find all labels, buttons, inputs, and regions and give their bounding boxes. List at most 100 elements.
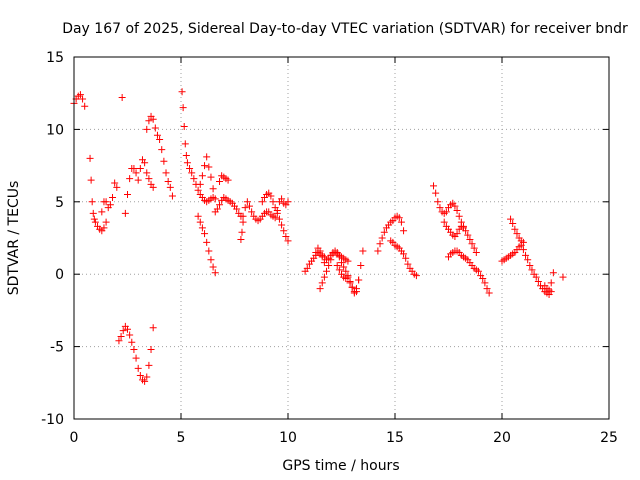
data-point [522,251,530,259]
data-point [143,125,151,133]
data-point [111,179,119,187]
plot-frame [73,56,610,420]
data-point [241,204,249,212]
data-point [89,209,97,217]
data-point [145,361,153,369]
series-arc-01 [86,154,110,235]
series-arc-03 [118,94,126,102]
data-point [320,273,328,281]
data-point [183,159,191,167]
data-point [340,263,348,271]
data-point [147,345,155,353]
data-point [88,198,96,206]
data-point [145,117,153,125]
data-point [470,244,478,252]
data-point [130,345,138,353]
data-point [455,212,463,220]
data-point [102,218,110,226]
data-point [194,186,202,194]
data-point [284,237,292,245]
data-point [149,115,157,123]
data-point [453,230,461,238]
data-point [269,198,277,206]
series-arc-28 [559,273,567,281]
x-tick-label: 5 [177,430,186,446]
series-arc-11 [216,172,232,186]
data-point [282,233,290,241]
data-point [453,206,461,214]
series-arc-26 [507,215,527,246]
data-point [549,269,557,277]
data-point [180,123,188,131]
data-point [115,337,123,345]
series-arc-27 [541,269,557,294]
data-point [267,192,275,200]
data-point [238,228,246,236]
data-point [145,175,153,183]
data-point [198,224,206,232]
data-point [485,289,493,297]
data-point [166,183,174,191]
data-point [207,256,215,264]
data-points [70,88,567,385]
data-point [160,157,168,165]
data-point [178,88,186,96]
series-arc-02 [98,179,121,216]
data-point [136,164,144,172]
data-point [143,373,151,381]
data-point [338,259,345,267]
data-point [168,192,176,200]
series-arc-20 [387,237,420,280]
data-point [271,214,279,222]
x-axis-label: GPS time / hours [282,458,399,474]
data-point [132,354,140,362]
data-point [149,183,157,191]
data-point [91,218,99,226]
data-point [205,247,213,255]
data-point [278,221,286,229]
data-point [327,256,335,264]
data-point [348,283,356,291]
data-point [102,198,110,206]
data-point [318,279,326,287]
data-point [156,136,164,144]
data-point [400,250,408,258]
data-point [532,273,540,281]
x-tick-label: 10 [279,430,297,446]
data-point [81,102,89,110]
data-point [442,208,450,216]
data-point [280,227,288,235]
data-point [323,267,331,275]
data-point [106,201,114,209]
data-point [119,327,127,335]
data-point [526,262,534,270]
data-point [121,209,129,217]
data-point [528,266,536,274]
data-point [79,95,87,103]
data-point [143,169,151,177]
data-point [243,198,251,206]
data-point [509,220,517,228]
data-point [190,175,198,183]
data-point [436,204,444,212]
series-arc-16 [312,244,328,267]
data-point [98,208,106,216]
data-point [511,225,519,233]
data-point [87,176,95,184]
data-point [141,159,149,167]
data-point [205,163,213,171]
data-point [162,169,170,177]
series-arc-18 [333,262,363,296]
data-point [211,269,219,277]
data-point [149,324,157,332]
data-point [124,325,131,333]
data-point [216,201,224,209]
data-point [130,164,138,172]
data-point [237,235,245,243]
data-point [344,273,352,281]
data-point [118,94,126,102]
data-point [196,218,204,226]
data-point [179,104,187,112]
data-point [100,224,108,232]
